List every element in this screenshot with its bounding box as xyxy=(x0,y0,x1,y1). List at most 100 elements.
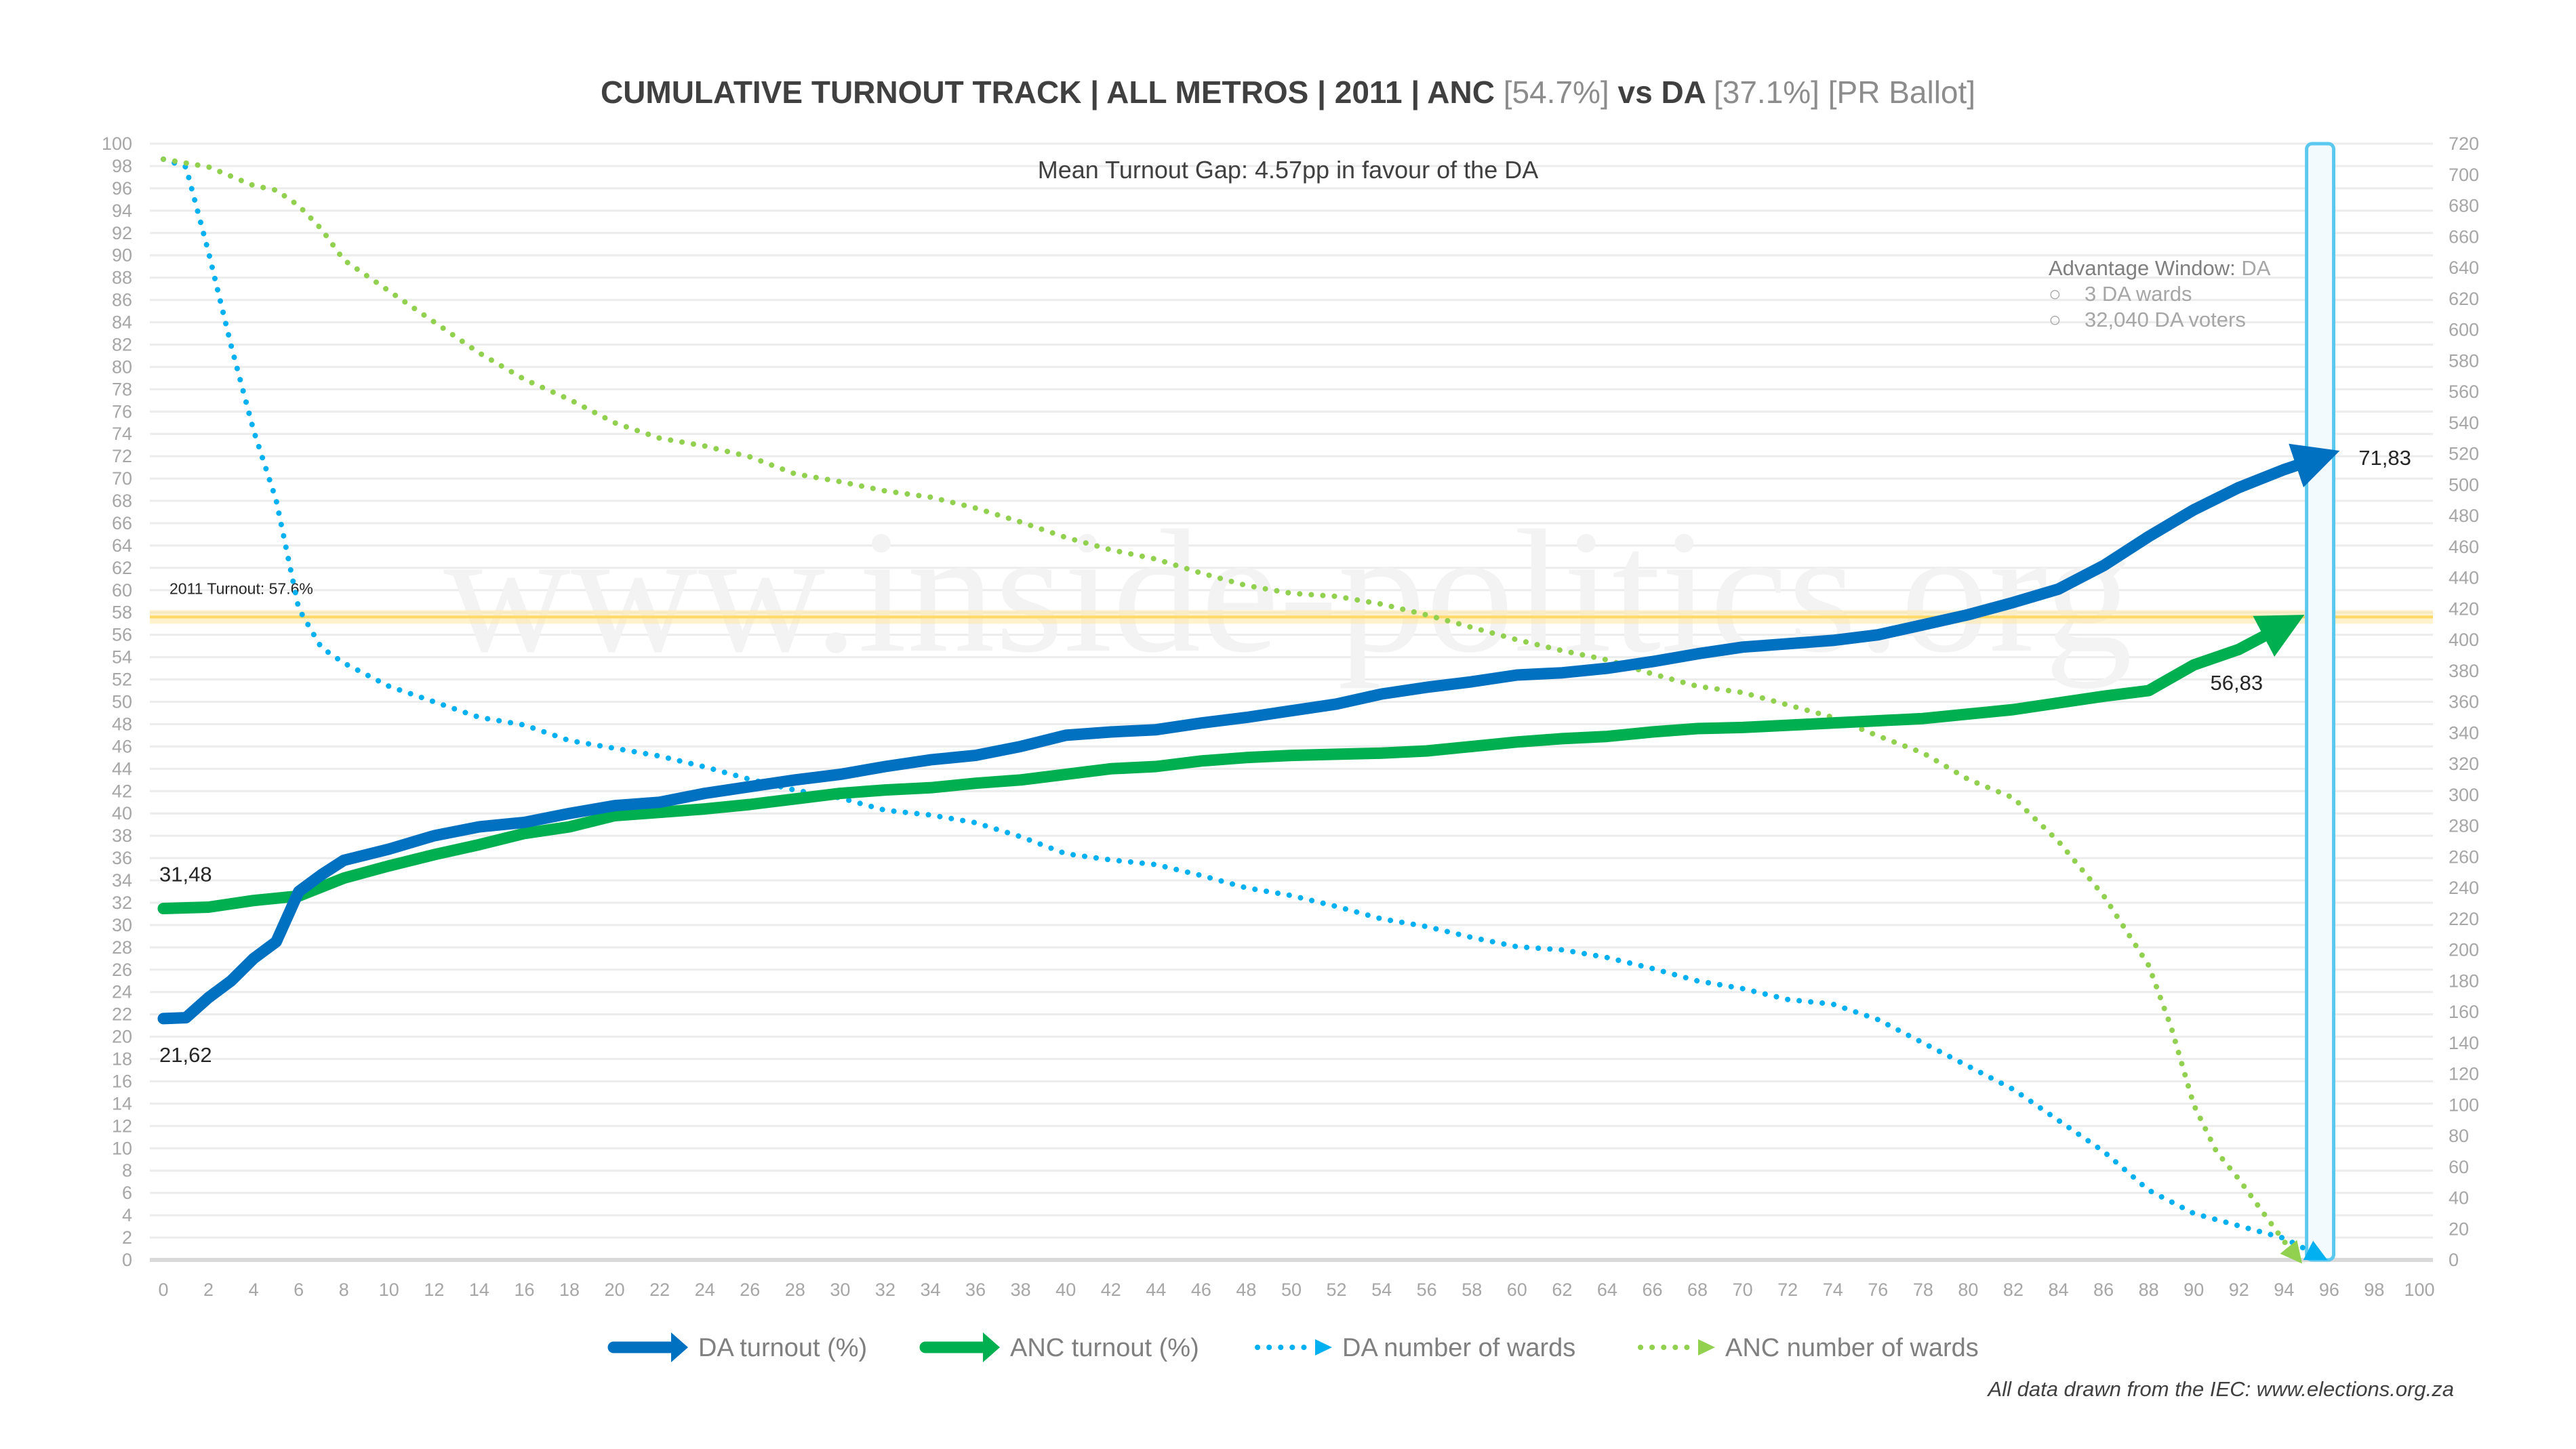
x-tick-label: 20 xyxy=(605,1280,625,1300)
y-right-tick-label: 420 xyxy=(2449,598,2479,619)
y-right-tick-label: 240 xyxy=(2449,878,2479,898)
legend-label: ANC turnout (%) xyxy=(1010,1334,1199,1362)
legend-item: ANC number of wards xyxy=(1638,1334,1979,1362)
advantage-window xyxy=(2305,142,2336,1262)
y-left-tick-label: 2 xyxy=(122,1227,132,1248)
x-tick-label: 2 xyxy=(203,1280,214,1300)
y-left-tick-label: 34 xyxy=(112,870,132,891)
x-tick-label: 42 xyxy=(1101,1280,1121,1300)
x-tick-label: 22 xyxy=(649,1280,670,1300)
axis-ticks: 0246810121416182022242628303234363840424… xyxy=(102,134,2479,1300)
y-right-tick-label: 700 xyxy=(2449,165,2479,185)
svg-text:Advantage Window: DA: Advantage Window: DA xyxy=(2049,256,2271,280)
x-tick-label: 94 xyxy=(2274,1280,2294,1300)
y-left-tick-label: 68 xyxy=(112,491,132,511)
advantage-window-party: DA xyxy=(2241,256,2270,280)
x-tick-label: 24 xyxy=(695,1280,715,1300)
series-line-da-turnout xyxy=(157,443,2340,1025)
y-left-tick-label: 78 xyxy=(112,379,132,399)
y-left-tick-label: 38 xyxy=(112,825,132,846)
series-line-da-number-of-wards xyxy=(161,156,2328,1261)
y-left-tick-label: 6 xyxy=(122,1183,132,1203)
y-right-tick-label: 660 xyxy=(2449,226,2479,247)
y-left-tick-label: 26 xyxy=(112,960,132,980)
y-left-tick-label: 74 xyxy=(112,424,132,444)
y-left-tick-label: 8 xyxy=(122,1160,132,1181)
x-tick-label: 84 xyxy=(2048,1280,2068,1300)
x-tick-label: 8 xyxy=(339,1280,349,1300)
x-tick-label: 64 xyxy=(1597,1280,1617,1300)
x-tick-label: 6 xyxy=(294,1280,304,1300)
y-right-tick-label: 400 xyxy=(2449,630,2479,650)
x-tick-label: 30 xyxy=(830,1280,850,1300)
turnout-line-label: 2011 Turnout: 57.6% xyxy=(169,579,313,597)
y-left-tick-label: 96 xyxy=(112,178,132,199)
y-left-tick-label: 62 xyxy=(112,558,132,578)
y-left-tick-label: 36 xyxy=(112,848,132,868)
y-left-tick-label: 4 xyxy=(122,1205,132,1225)
x-tick-label: 78 xyxy=(1913,1280,1933,1300)
y-right-tick-label: 260 xyxy=(2449,846,2479,867)
y-right-tick-label: 120 xyxy=(2449,1064,2479,1084)
y-right-tick-label: 460 xyxy=(2449,537,2479,557)
x-tick-label: 58 xyxy=(1462,1280,1482,1300)
y-left-tick-label: 90 xyxy=(112,245,132,266)
legend: DA turnout (%) ANC turnout (%) DA number o… xyxy=(607,1332,1979,1362)
x-tick-label: 60 xyxy=(1507,1280,1527,1300)
y-left-tick-label: 12 xyxy=(112,1116,132,1136)
y-left-tick-label: 98 xyxy=(112,156,132,176)
x-tick-label: 4 xyxy=(249,1280,259,1300)
x-tick-label: 68 xyxy=(1687,1280,1708,1300)
y-left-tick-label: 50 xyxy=(112,692,132,712)
svg-text:○: ○ xyxy=(2049,282,2061,306)
footer-source: All data drawn from the IEC: www.electio… xyxy=(1987,1377,2454,1401)
advantage-window-title: Advantage Window: xyxy=(2049,256,2241,280)
y-right-tick-label: 720 xyxy=(2449,134,2479,154)
y-right-tick-label: 480 xyxy=(2449,506,2479,526)
legend-arrow-icon xyxy=(1698,1339,1715,1355)
x-tick-label: 52 xyxy=(1327,1280,1347,1300)
x-tick-label: 34 xyxy=(920,1280,940,1300)
y-right-tick-label: 680 xyxy=(2449,196,2479,216)
y-left-tick-label: 92 xyxy=(112,223,132,243)
y-right-tick-label: 340 xyxy=(2449,722,2479,743)
y-right-tick-label: 100 xyxy=(2449,1095,2479,1115)
y-right-tick-label: 180 xyxy=(2449,971,2479,991)
y-left-tick-label: 60 xyxy=(112,580,132,600)
y-right-tick-label: 560 xyxy=(2449,382,2479,402)
x-tick-label: 40 xyxy=(1055,1280,1076,1300)
y-right-tick-label: 200 xyxy=(2449,940,2479,960)
y-right-tick-label: 60 xyxy=(2449,1157,2469,1177)
x-tick-label: 74 xyxy=(1823,1280,1843,1300)
y-right-tick-label: 640 xyxy=(2449,258,2479,278)
legend-item: DA number of wards xyxy=(1255,1334,1575,1362)
y-right-tick-label: 140 xyxy=(2449,1033,2479,1053)
x-tick-label: 80 xyxy=(1958,1280,1978,1300)
x-tick-label: 86 xyxy=(2093,1280,2114,1300)
y-left-tick-label: 76 xyxy=(112,401,132,422)
x-tick-label: 0 xyxy=(158,1280,168,1300)
y-right-tick-label: 600 xyxy=(2449,320,2479,340)
y-right-tick-label: 320 xyxy=(2449,754,2479,774)
y-left-tick-label: 22 xyxy=(112,1004,132,1025)
y-left-tick-label: 54 xyxy=(112,647,132,668)
legend-item: DA turnout (%) xyxy=(607,1332,867,1362)
reference-line: 2011 Turnout: 57.6% xyxy=(150,579,2433,624)
y-left-tick-label: 0 xyxy=(122,1250,132,1270)
y-left-tick-label: 52 xyxy=(112,670,132,690)
y-left-tick-label: 48 xyxy=(112,714,132,734)
y-left-tick-label: 80 xyxy=(112,356,132,377)
x-tick-label: 54 xyxy=(1371,1280,1392,1300)
y-right-tick-label: 500 xyxy=(2449,474,2479,495)
series-lines: 31,48 56,83 21,62 71,83 xyxy=(157,156,2411,1264)
y-right-tick-label: 0 xyxy=(2449,1250,2459,1270)
y-left-tick-label: 66 xyxy=(112,513,132,533)
x-tick-label: 26 xyxy=(740,1280,760,1300)
x-tick-label: 88 xyxy=(2139,1280,2159,1300)
x-tick-label: 18 xyxy=(559,1280,580,1300)
x-tick-label: 100 xyxy=(2404,1280,2434,1300)
x-tick-label: 36 xyxy=(965,1280,986,1300)
y-left-tick-label: 32 xyxy=(112,893,132,913)
x-tick-label: 44 xyxy=(1146,1280,1166,1300)
x-tick-label: 72 xyxy=(1777,1280,1798,1300)
